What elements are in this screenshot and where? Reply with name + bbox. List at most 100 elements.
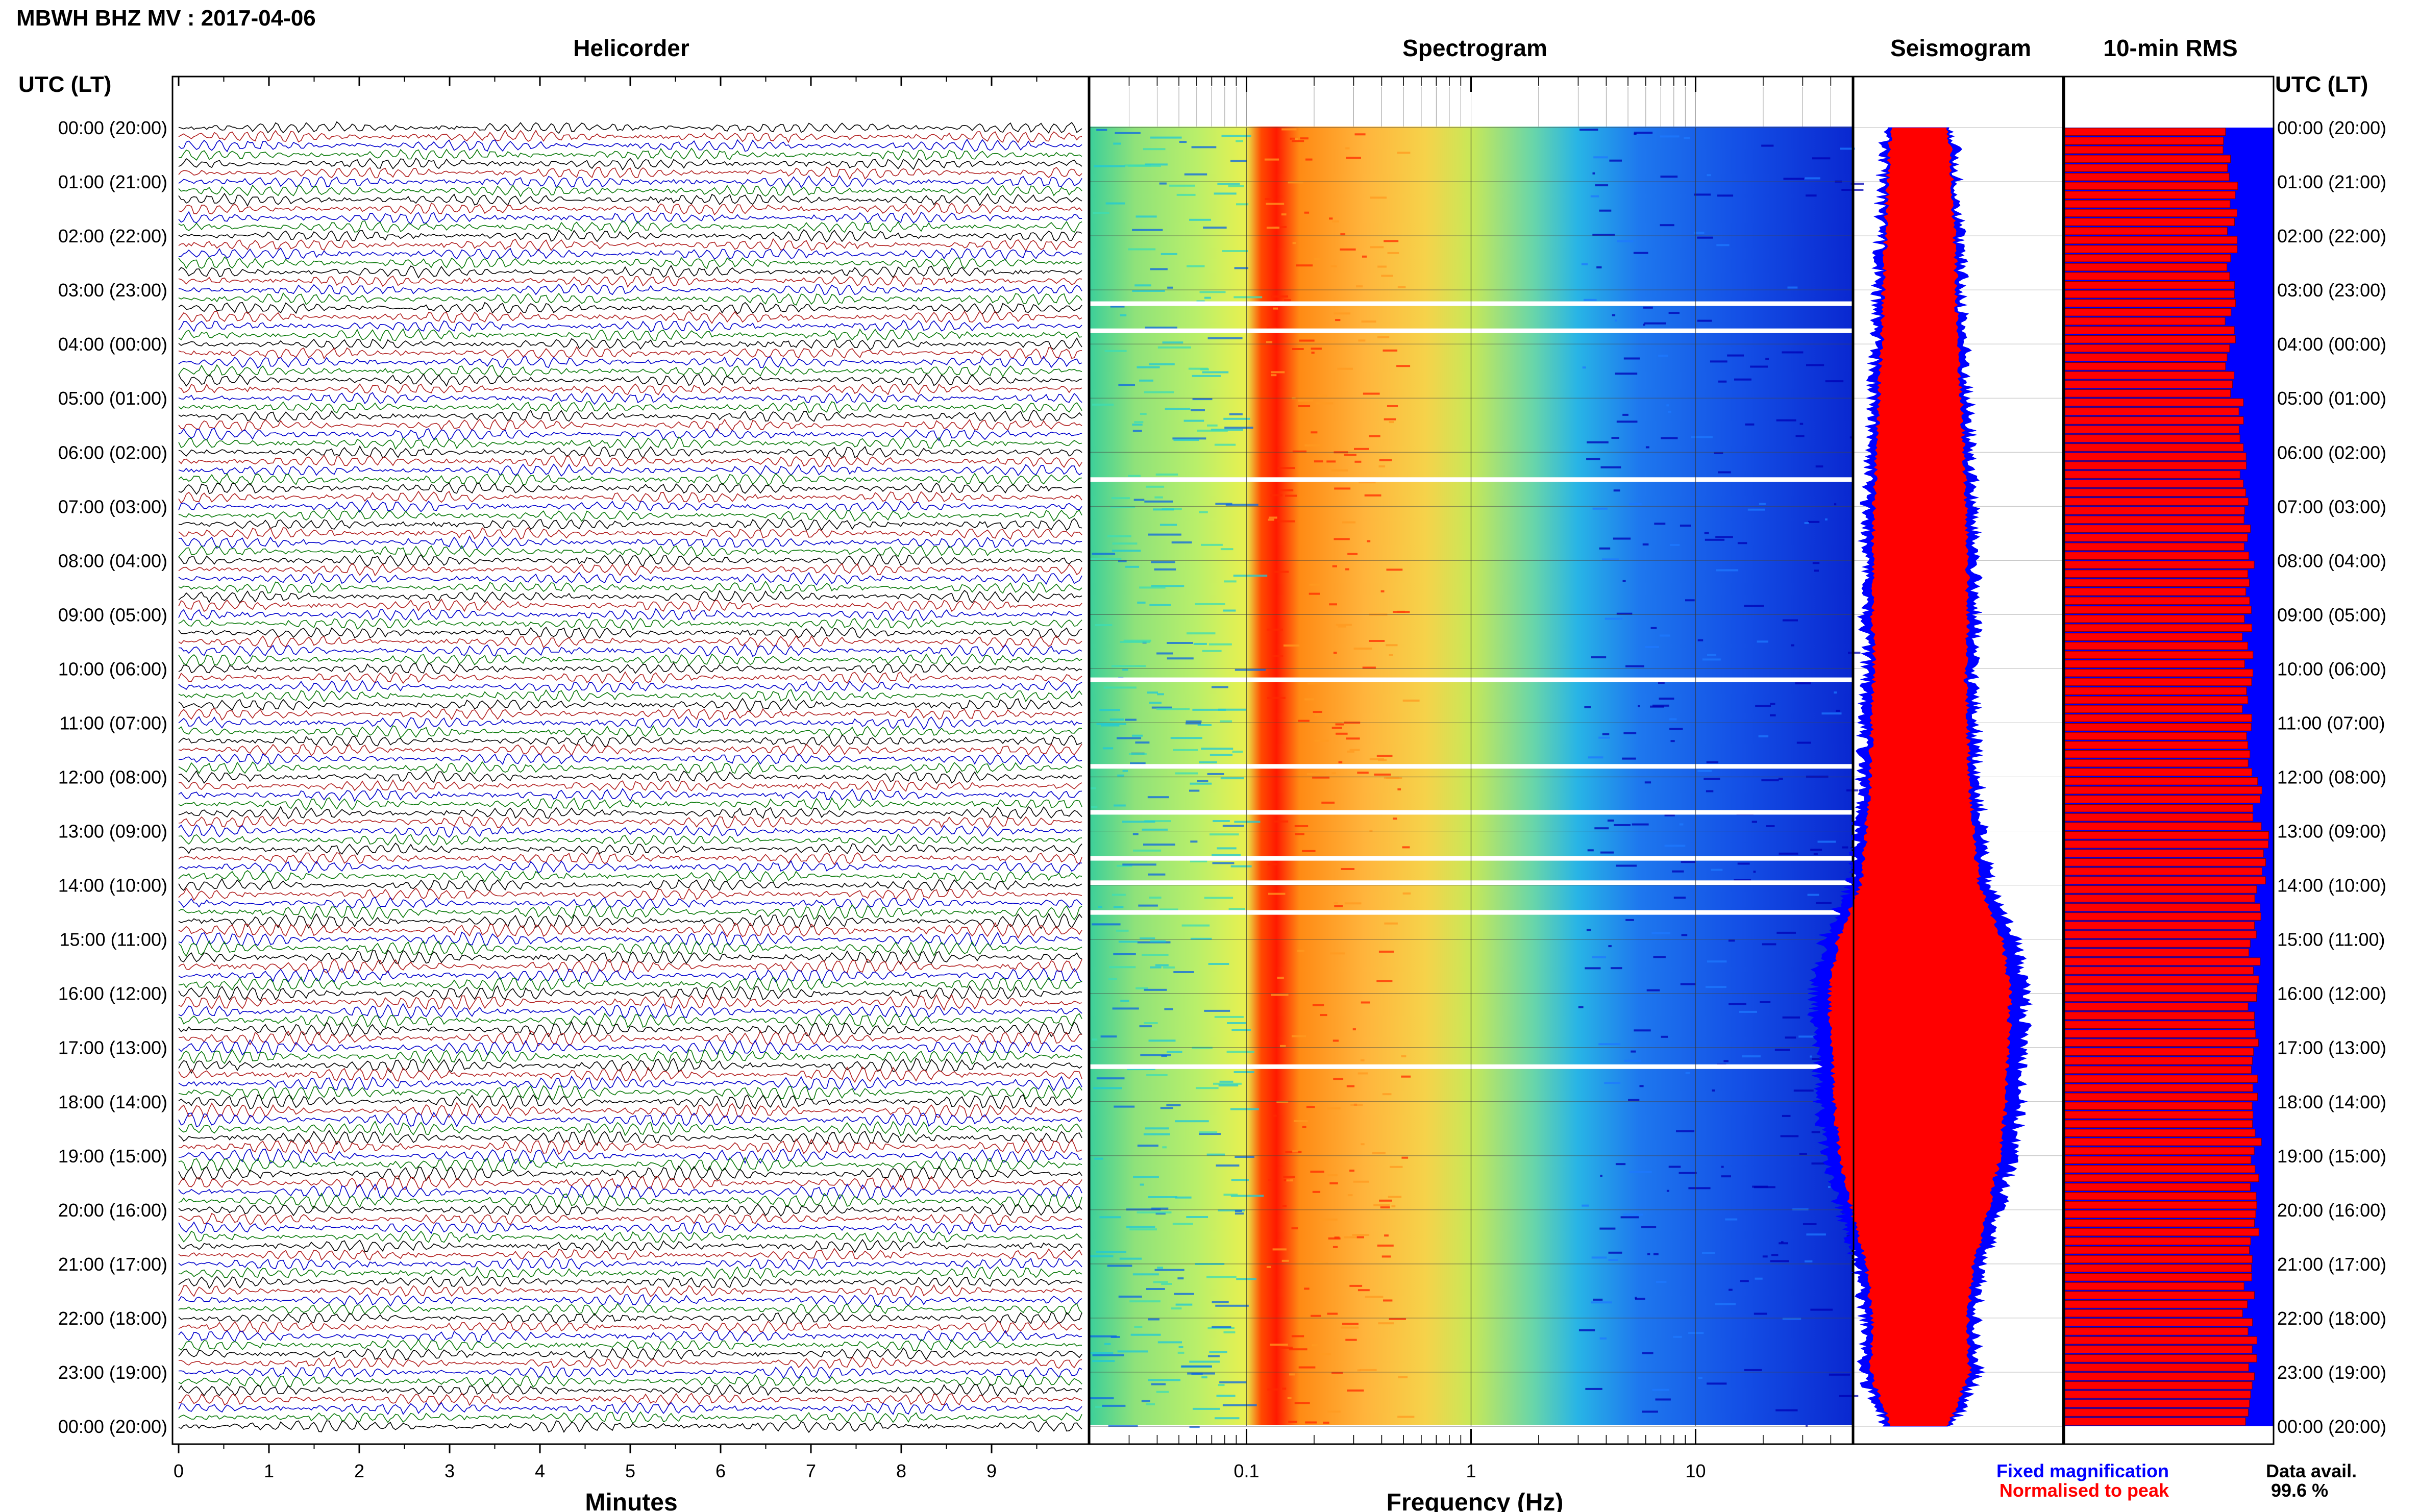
- helicorder-trace: [178, 292, 1082, 306]
- legend-fixed-magnification: Fixed magnification: [1996, 1460, 2169, 1481]
- rms-bars: [2064, 128, 2269, 1426]
- rms-bar: [2064, 1110, 2254, 1119]
- helicorder-trace: [178, 1303, 1082, 1316]
- helicorder-trace: [178, 1174, 1082, 1191]
- hour-label-right: 13:00 (09:00): [2277, 821, 2386, 842]
- helicorder-trace: [178, 1021, 1082, 1037]
- helicorder-trace: [178, 1284, 1082, 1298]
- hour-label-right: 00:00 (20:00): [2277, 1416, 2386, 1437]
- rms-bar: [2064, 1093, 2258, 1101]
- hour-label-right: 01:00 (21:00): [2277, 171, 2386, 192]
- rms-bar: [2064, 155, 2231, 163]
- rms-bar: [2064, 876, 2266, 885]
- helicorder-trace: [178, 310, 1082, 324]
- rms-bar: [2064, 479, 2244, 488]
- rms-bar: [2064, 525, 2251, 533]
- rms-bar: [2064, 452, 2247, 461]
- hour-label-right: 23:00 (19:00): [2277, 1362, 2386, 1383]
- helicorder-trace: [178, 473, 1082, 486]
- helicorder-trace: [178, 445, 1082, 459]
- rms-bar: [2064, 290, 2235, 299]
- helicorder-trace: [178, 1057, 1082, 1074]
- rms-bar: [2064, 1255, 2253, 1263]
- helicorder-trace: [178, 490, 1082, 504]
- rms-bar: [2064, 407, 2239, 416]
- rms-bar: [2064, 705, 2243, 713]
- helicorder-trace: [178, 1212, 1082, 1226]
- helicorder-x-tick-label: 8: [896, 1460, 906, 1481]
- helicorder-trace: [178, 887, 1082, 901]
- rms-bar: [2064, 191, 2236, 199]
- hour-label-left: 18:00 (14:00): [58, 1092, 167, 1112]
- rms-bar: [2064, 1390, 2251, 1399]
- hour-label-left: 14:00 (10:00): [58, 875, 167, 896]
- helicorder-trace: [178, 922, 1082, 939]
- hour-label-right: 04:00 (00:00): [2277, 334, 2386, 355]
- helicorder-trace: [178, 671, 1082, 684]
- helicorder-trace: [178, 1003, 1082, 1019]
- helicorder-x-tick-label: 4: [535, 1460, 545, 1481]
- hour-label-left: 07:00 (03:00): [58, 496, 167, 517]
- rms-bar: [2064, 335, 2236, 343]
- rms-bar: [2064, 831, 2269, 839]
- hour-label-right: 06:00 (02:00): [2277, 442, 2386, 463]
- hour-label-left: 10:00 (06:00): [58, 658, 167, 679]
- rms-bar: [2064, 299, 2236, 307]
- hour-label-right: 05:00 (01:00): [2277, 388, 2386, 409]
- helicorder-trace: [178, 842, 1082, 856]
- helicorder-trace: [178, 1320, 1082, 1334]
- rms-bar: [2064, 1219, 2255, 1227]
- rms-bar: [2064, 389, 2231, 398]
- hour-label-left: 04:00 (00:00): [58, 334, 167, 355]
- hour-label-right: 09:00 (05:00): [2277, 604, 2386, 625]
- hour-label-right: 14:00 (10:00): [2277, 875, 2386, 896]
- rms-bar: [2064, 1021, 2255, 1029]
- helicorder-trace: [178, 743, 1082, 757]
- rms-bar: [2064, 1336, 2257, 1345]
- rms-bar: [2064, 768, 2253, 777]
- helicorder-trace: [178, 1221, 1082, 1235]
- helicorder-trace: [178, 383, 1082, 395]
- hour-label-left: 12:00 (08:00): [58, 767, 167, 788]
- spectrogram-x-tick-label: 10: [1685, 1460, 1706, 1481]
- hour-label-left: 11:00 (07:00): [60, 712, 167, 733]
- rms-bar: [2064, 1264, 2252, 1273]
- helicorder-trace: [178, 328, 1082, 342]
- helicorder-trace: [178, 436, 1082, 450]
- rms-bar: [2064, 1363, 2249, 1372]
- rms-bar: [2064, 1183, 2251, 1192]
- hour-label-right: 11:00 (07:00): [2277, 712, 2385, 733]
- helicorder-trace: [178, 626, 1082, 640]
- helicorder-trace: [178, 355, 1082, 369]
- helicorder-trace: [178, 129, 1082, 143]
- rms-bar: [2064, 894, 2255, 903]
- rms-bar: [2064, 641, 2248, 650]
- rms-bar: [2064, 660, 2245, 668]
- rms-bar: [2064, 732, 2247, 740]
- helicorder-trace: [178, 1165, 1082, 1182]
- helicorder-trace: [178, 976, 1082, 993]
- spectrogram-x-tick-label: 1: [1466, 1460, 1476, 1481]
- rms-bar: [2064, 1318, 2253, 1327]
- helicorder-trace: [178, 1311, 1082, 1325]
- rms-bar: [2064, 515, 2244, 524]
- hour-label-right: 15:00 (11:00): [2277, 929, 2385, 950]
- hour-label-right: 20:00 (16:00): [2277, 1200, 2386, 1221]
- rms-bar: [2064, 777, 2258, 785]
- helicorder-trace: [178, 337, 1082, 351]
- hour-label-left: 03:00 (23:00): [58, 280, 167, 301]
- helicorder-trace: [178, 770, 1082, 784]
- rms-bar: [2064, 434, 2240, 443]
- helicorder-trace: [178, 931, 1082, 948]
- rms-panel: [2063, 76, 2275, 1445]
- helicorder-trace: [178, 1374, 1082, 1388]
- rms-bar: [2064, 344, 2230, 353]
- rms-bar: [2064, 939, 2251, 948]
- rms-bar: [2064, 1210, 2256, 1219]
- rms-bar: [2064, 975, 2259, 984]
- rms-bar: [2064, 1327, 2249, 1335]
- helicorder-trace: [178, 912, 1082, 930]
- legend-normalised-to-peak: Normalised to peak: [2000, 1480, 2169, 1501]
- helicorder-trace: [178, 1203, 1082, 1217]
- helicorder-trace: [178, 229, 1082, 243]
